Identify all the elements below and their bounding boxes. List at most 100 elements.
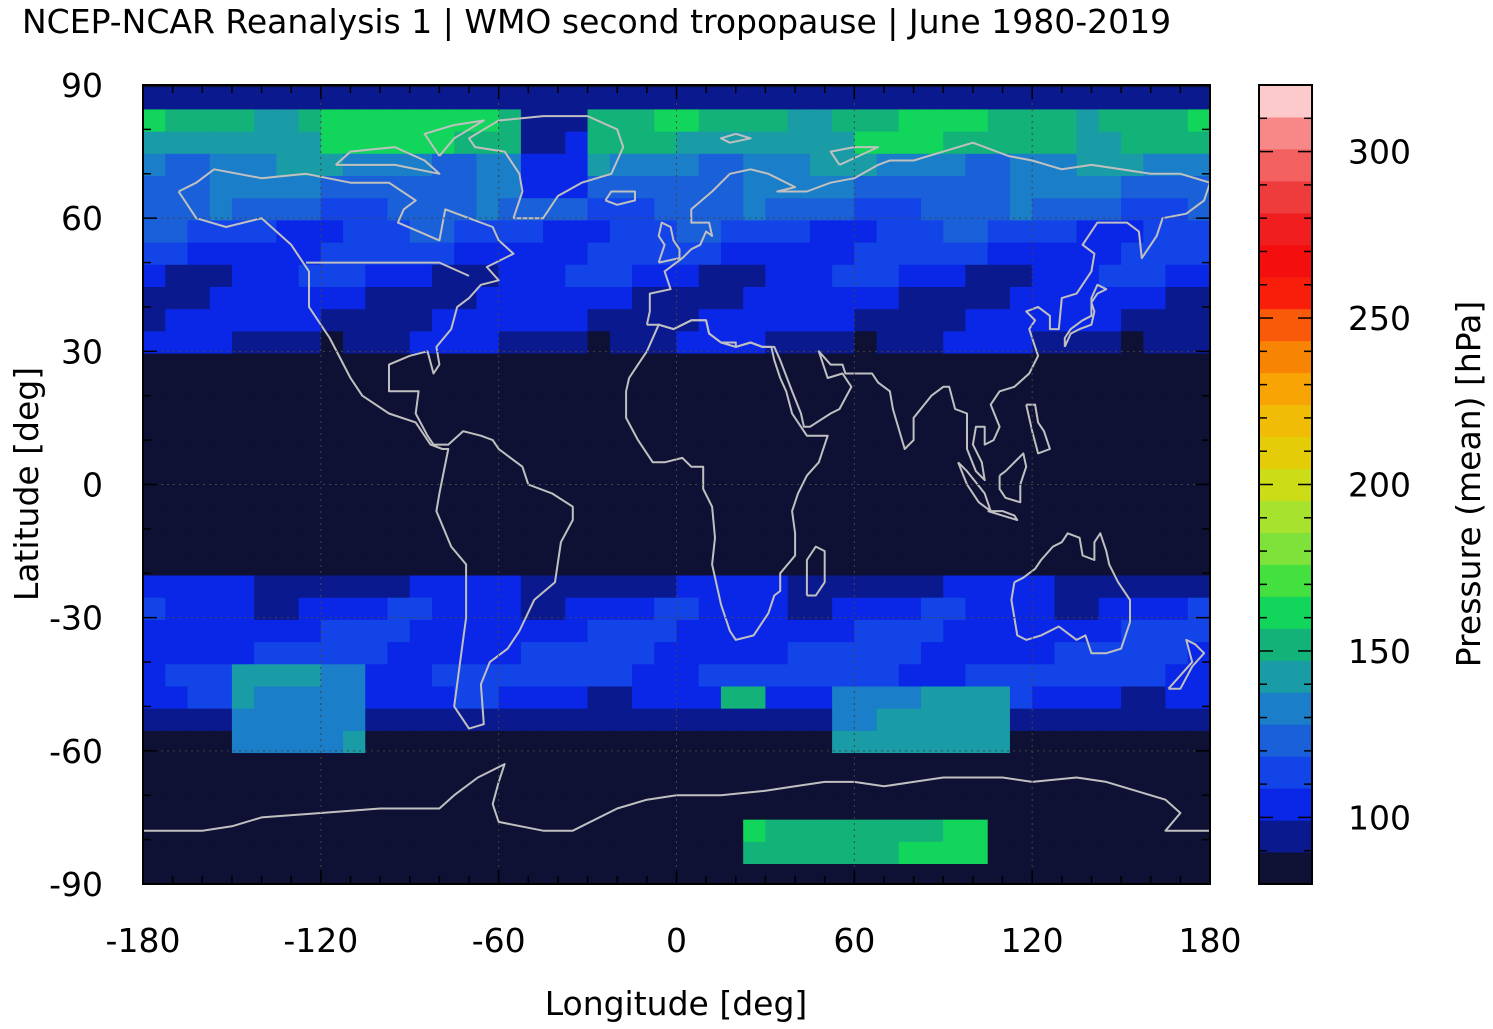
heatmap-cell — [187, 864, 211, 884]
heatmap-cell — [987, 420, 1011, 443]
heatmap-cell — [320, 286, 344, 310]
heatmap-cell — [165, 753, 189, 776]
heatmap-cell — [320, 486, 344, 510]
heatmap-cell — [1143, 176, 1167, 199]
heatmap-cell — [809, 753, 833, 776]
heatmap-cell — [165, 353, 189, 377]
heatmap-cell — [921, 619, 944, 643]
heatmap-cell — [1098, 464, 1122, 488]
heatmap-cell — [1143, 309, 1167, 332]
heatmap-cell — [587, 353, 611, 377]
heatmap-cell — [609, 708, 633, 732]
heatmap-cell — [409, 464, 433, 488]
heatmap-cell — [609, 264, 633, 288]
heatmap-cell — [965, 176, 989, 199]
heatmap-cell — [898, 642, 922, 665]
heatmap-cell — [1098, 597, 1122, 621]
heatmap-cell — [543, 486, 566, 510]
heatmap-cell — [632, 664, 655, 688]
heatmap-cell — [832, 486, 855, 510]
heatmap-cell — [365, 397, 389, 421]
heatmap-cell — [898, 575, 922, 599]
heatmap-cell — [1054, 242, 1078, 266]
heatmap-cell — [787, 264, 811, 288]
heatmap-cell — [1143, 531, 1167, 554]
heatmap-cell — [787, 531, 811, 554]
heatmap-cell — [1076, 220, 1100, 244]
heatmap-cell — [720, 198, 744, 221]
heatmap-cell — [876, 531, 900, 554]
heatmap-cell — [1187, 198, 1210, 221]
heatmap-cell — [476, 109, 500, 133]
heatmap-cell — [876, 109, 900, 133]
heatmap-cell — [809, 797, 833, 821]
heatmap-cell — [520, 331, 544, 355]
heatmap-cell — [965, 309, 989, 332]
heatmap-cell — [409, 819, 433, 843]
heatmap-cell — [876, 642, 900, 665]
heatmap-cell — [231, 797, 255, 821]
heatmap-cell — [1143, 420, 1167, 443]
heatmap-cell — [431, 153, 455, 177]
heatmap-cell — [409, 664, 433, 688]
heatmap-cell — [676, 375, 700, 399]
heatmap-cell — [1143, 464, 1167, 488]
heatmap-cell — [565, 397, 589, 421]
heatmap-cell — [209, 775, 233, 799]
heatmap-cell — [209, 864, 233, 884]
heatmap-cell — [720, 708, 744, 732]
heatmap-cell — [231, 420, 255, 443]
heatmap-cell — [898, 131, 922, 155]
heatmap-cell — [787, 664, 811, 688]
heatmap-cell — [765, 575, 789, 599]
heatmap-cell — [876, 664, 900, 688]
heatmap-cell — [1121, 242, 1144, 266]
heatmap-cell — [231, 864, 255, 884]
heatmap-cell — [276, 575, 300, 599]
heatmap-cell — [1076, 664, 1100, 688]
heatmap-cell — [1032, 131, 1055, 155]
heatmap-cell — [1076, 442, 1100, 466]
heatmap-cell — [632, 575, 655, 599]
heatmap-cell — [720, 109, 744, 133]
heatmap-cell — [231, 486, 255, 510]
heatmap-cell — [276, 397, 300, 421]
heatmap-cell — [543, 131, 566, 155]
heatmap-cell — [921, 87, 944, 111]
heatmap-cell — [720, 508, 744, 532]
heatmap-cell — [543, 153, 566, 177]
heatmap-cell — [343, 309, 366, 332]
heatmap-cell — [720, 797, 744, 821]
heatmap-cell — [476, 730, 500, 754]
heatmap-cell — [654, 531, 678, 554]
heatmap-cell — [476, 87, 500, 111]
heatmap-cell — [1187, 153, 1210, 177]
heatmap-cell — [476, 642, 500, 665]
heatmap-cell — [454, 508, 478, 532]
heatmap-cell — [320, 264, 344, 288]
heatmap-cell — [587, 331, 611, 355]
heatmap-cell — [654, 109, 678, 133]
heatmap-cell — [876, 286, 900, 310]
heatmap-cell — [431, 753, 455, 776]
heatmap-cell — [520, 708, 544, 732]
heatmap-cell — [1143, 686, 1167, 710]
coastline-path — [468, 115, 625, 220]
heatmap-cell — [1121, 864, 1144, 884]
heatmap-cell — [676, 864, 700, 884]
heatmap-cell — [409, 375, 433, 399]
heatmap-cell — [343, 575, 366, 599]
heatmap-cell — [587, 420, 611, 443]
heatmap-cell — [965, 109, 989, 133]
heatmap-cell — [743, 775, 767, 799]
heatmap-cell — [320, 109, 344, 133]
heatmap-cell — [876, 486, 900, 510]
heatmap-cell — [587, 176, 611, 199]
heatmap-cell — [298, 109, 322, 133]
heatmap-cell — [520, 841, 544, 865]
heatmap-cell — [298, 619, 322, 643]
heatmap-cell — [565, 642, 589, 665]
heatmap-cell — [187, 553, 211, 577]
heatmap-cell — [298, 553, 322, 577]
heatmap-cell — [854, 486, 878, 510]
